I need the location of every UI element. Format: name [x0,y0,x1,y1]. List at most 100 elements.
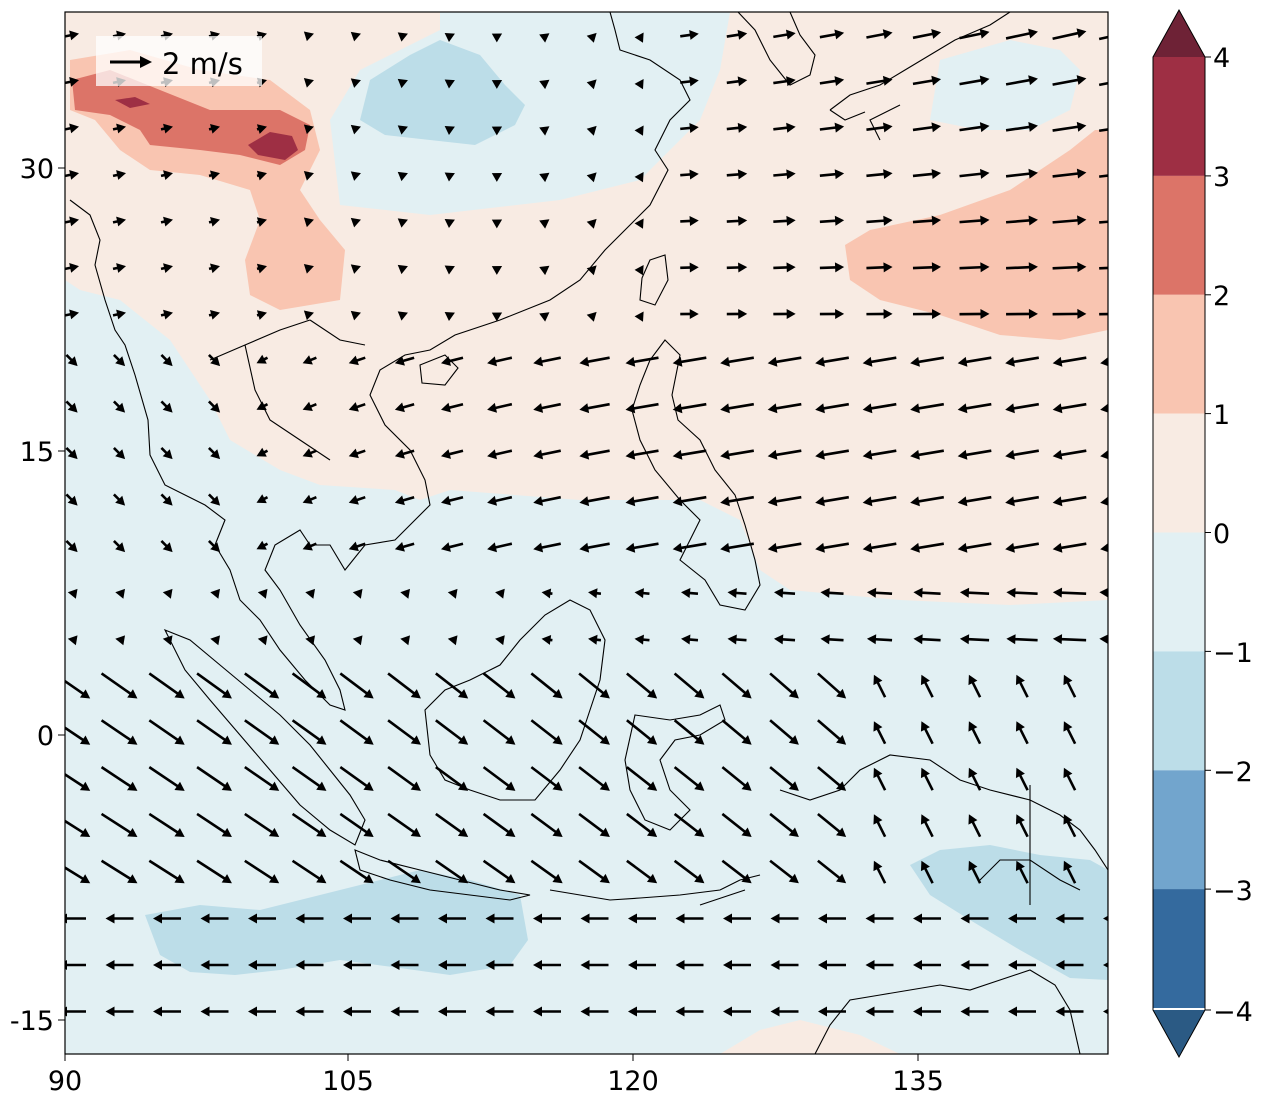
wind-vector [959,75,990,86]
colorbar-extend-top [1153,10,1205,57]
wind-vector [148,672,185,699]
wind-vector [913,587,941,598]
wind-vector [960,913,989,924]
wind-vector [913,960,941,970]
wind-vector [862,449,897,460]
wind-vector [339,719,374,745]
wind-vector [817,719,847,745]
wind-vector [1100,496,1108,506]
wind-vector [352,588,363,599]
wind-vector [394,448,415,459]
wind-vector [441,402,464,413]
wind-vector [767,542,802,553]
wind-vector [1052,402,1087,414]
wind-vector [256,263,267,274]
wind-vector [959,262,990,273]
wind-vector [675,1006,704,1017]
coastlines [69,12,1108,1054]
wind-vector [920,767,934,791]
wind-vector [148,719,185,745]
wind-vector [912,168,942,179]
wind-vector [530,672,563,699]
wind-vector [160,446,173,460]
wind-vector [65,123,79,134]
wind-vector [291,719,327,745]
wind-vector [387,672,421,699]
wind-vector [495,635,505,646]
wind-vector [115,635,125,646]
wind-vector [295,960,324,970]
wind-vector [675,913,704,924]
colorbar-tick-0: 0 [1213,519,1230,550]
colorbar: 4 3 2 1 0 −1 −2 −3 −4 [1152,8,1253,1059]
wind-vector [491,33,503,43]
wind-vector [444,265,455,275]
wind-vector [1111,721,1123,743]
wind-vector [485,913,514,924]
wind-vector [302,541,317,551]
wind-vector [1052,28,1087,40]
wind-vector [533,495,562,506]
wind-vector [913,913,941,924]
wind-vector [820,634,844,645]
wind-vector [1005,495,1040,507]
wind-vector [482,812,516,838]
wind-vector [302,355,317,365]
wind-vector [579,402,610,414]
wind-vector [959,168,990,179]
wind-vector [680,262,699,273]
wind-vector [438,913,466,924]
wind-vector [65,30,79,41]
wind-vector [105,1006,134,1017]
wind-vector [767,402,802,414]
wind-vector [910,495,945,507]
wind-vector [100,859,138,884]
wind-vector [634,32,644,43]
wind-vector [579,495,610,507]
coastline-lesser-sunda [549,874,761,906]
wind-vector [628,1006,656,1017]
wind-vector [196,672,232,699]
wind-vector [160,353,173,367]
coastline-taiwan [639,254,669,306]
wind-vector [397,311,408,321]
wind-vector [65,493,78,506]
wind-vector [1015,674,1029,698]
wind-vector [681,588,699,599]
wind-vector [1015,860,1029,884]
colorbar-band-m1-0 [1153,532,1205,652]
wind-vector [912,29,942,40]
wind-vector [207,539,221,553]
wind-vector [487,402,513,413]
colorbar-band-2-3 [1153,175,1205,295]
wind-vector [435,766,469,791]
wind-vector [767,495,802,507]
wind-vector [441,542,464,552]
wind-vector [773,215,796,226]
wind-vector [256,217,267,227]
wind-vector [910,449,945,460]
wind-vector [348,541,366,552]
lat-tick-0: 0 [37,721,54,752]
wind-vector [530,719,563,745]
wind-vector [580,960,609,970]
colorbar-band-m2-m1 [1153,651,1205,771]
wind-vector [873,814,887,838]
wind-vector [817,766,847,791]
wind-vector [912,262,942,273]
wind-vector [491,265,503,275]
wind-vector [491,79,503,89]
wind-vector [957,495,992,507]
wind-vector [866,634,893,645]
wind-vector [1052,262,1087,273]
wind-vector [588,634,602,645]
wind-vector [586,125,597,136]
quiver-key-label: 2 m/s [162,47,243,81]
wind-vector [303,78,314,88]
wind-vector [387,812,421,838]
wind-vector [579,542,610,553]
wind-vector [291,672,327,699]
wind-vector [959,308,990,319]
colorbar-band-m4-m3 [1153,889,1205,1008]
